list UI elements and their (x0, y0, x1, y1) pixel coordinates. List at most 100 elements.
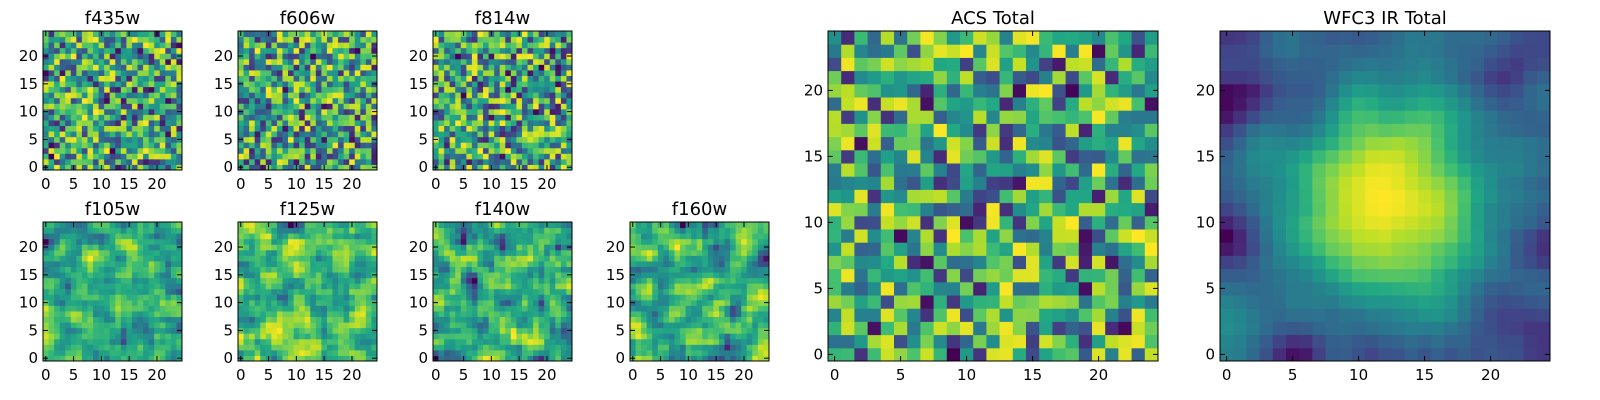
heatmap-cell (260, 36, 267, 43)
heatmap-cell (282, 36, 289, 43)
heatmap-cell (304, 97, 311, 104)
heatmap-cell (143, 125, 150, 132)
heatmap-cell (713, 349, 720, 356)
heatmap-cell (326, 92, 334, 99)
heatmap-cell (483, 272, 490, 279)
heatmap-cell (365, 164, 372, 171)
heatmap-cell (488, 75, 495, 82)
heatmap-cell (707, 233, 714, 240)
heatmap-cell (93, 283, 100, 290)
heatmap-cell (260, 119, 267, 127)
heatmap-cell (630, 333, 637, 340)
heatmap-cell (271, 47, 278, 54)
heatmap-cell (999, 334, 1014, 349)
heatmap-cell (444, 299, 451, 306)
heatmap-cell (131, 158, 139, 165)
heatmap-cell (143, 327, 150, 334)
heatmap-cell (115, 238, 122, 245)
heatmap-cell (646, 272, 653, 279)
heatmap-cell (93, 58, 100, 65)
heatmap-cell (338, 42, 345, 49)
heatmap-cell (630, 338, 637, 345)
heatmap-cell (176, 260, 183, 267)
heatmap-cell (438, 142, 445, 149)
heatmap-cell (449, 69, 456, 76)
heatmap-cell (81, 97, 88, 104)
heatmap-cell (115, 108, 122, 115)
heatmap-cell (635, 244, 642, 251)
heatmap-cell (87, 31, 94, 38)
y-tick-label: 5 (418, 321, 428, 339)
heatmap-cell (93, 249, 100, 256)
heatmap-cell (455, 53, 462, 60)
heatmap-cell (735, 227, 742, 234)
heatmap-cell (299, 260, 306, 267)
heatmap-cell (483, 69, 490, 76)
heatmap-cell (54, 147, 61, 154)
heatmap-cell (471, 97, 478, 104)
heatmap-cell (131, 31, 139, 38)
heatmap-cell (254, 64, 261, 71)
heatmap-cell (668, 255, 675, 262)
heatmap-cell (560, 244, 567, 251)
heatmap-cell (109, 244, 116, 251)
heatmap-cell (276, 238, 283, 245)
heatmap-cell (521, 316, 529, 323)
heatmap-cell (65, 75, 72, 82)
heatmap-cell (98, 64, 105, 71)
heatmap-cell (271, 233, 278, 240)
heatmap-cell (566, 233, 573, 240)
heatmap-cell (310, 147, 317, 154)
heatmap-cell (293, 277, 300, 284)
heatmap-cell (137, 53, 144, 60)
heatmap-cell (657, 255, 664, 262)
heatmap-cell (907, 281, 921, 296)
heatmap-cell (349, 125, 356, 132)
heatmap-cell (1052, 295, 1067, 309)
heatmap-cell (657, 316, 664, 323)
heatmap-cell (483, 249, 490, 256)
heatmap-cell (354, 147, 361, 154)
heatmap-cell (310, 283, 317, 290)
heatmap-cell (154, 58, 161, 65)
heatmap-cell (104, 294, 111, 301)
heatmap-cell (1078, 255, 1093, 270)
heatmap-cell (76, 249, 83, 256)
heatmap-cell (104, 131, 111, 138)
heatmap-cell (663, 299, 670, 306)
heatmap-cell (310, 36, 317, 43)
heatmap-cell (527, 42, 534, 49)
heatmap-cell (126, 119, 133, 127)
heatmap-cell (718, 322, 726, 329)
heatmap-cell (131, 108, 139, 115)
heatmap-cell (560, 322, 567, 329)
heatmap-cell (338, 322, 345, 329)
heatmap-cell (87, 153, 94, 160)
heatmap-cell (304, 266, 311, 273)
heatmap-cell (120, 86, 127, 93)
heatmap-cell (120, 305, 127, 312)
heatmap-cell (260, 283, 267, 290)
heatmap-cell (1012, 321, 1027, 336)
heatmap-cell (763, 322, 770, 329)
heatmap-cell (960, 163, 974, 177)
heatmap-cell (321, 97, 328, 104)
heatmap-cell (444, 47, 451, 54)
heatmap-cell (1052, 163, 1067, 177)
heatmap-cell (154, 238, 161, 245)
heatmap-cell (635, 238, 642, 245)
heatmap-cell (433, 349, 440, 356)
heatmap-cell (516, 53, 523, 60)
heatmap-cell (293, 233, 300, 240)
heatmap-cell (652, 322, 659, 329)
heatmap-cell (1026, 229, 1040, 243)
heatmap-cell (365, 31, 372, 38)
heatmap-cell (946, 255, 961, 270)
heatmap-cell (260, 92, 267, 99)
heatmap-cell (505, 310, 512, 318)
heatmap-cell (260, 266, 267, 273)
heatmap-cell (946, 202, 961, 217)
heatmap-cell (321, 349, 328, 356)
heatmap-cell (87, 327, 94, 334)
heatmap-cell (260, 69, 267, 76)
